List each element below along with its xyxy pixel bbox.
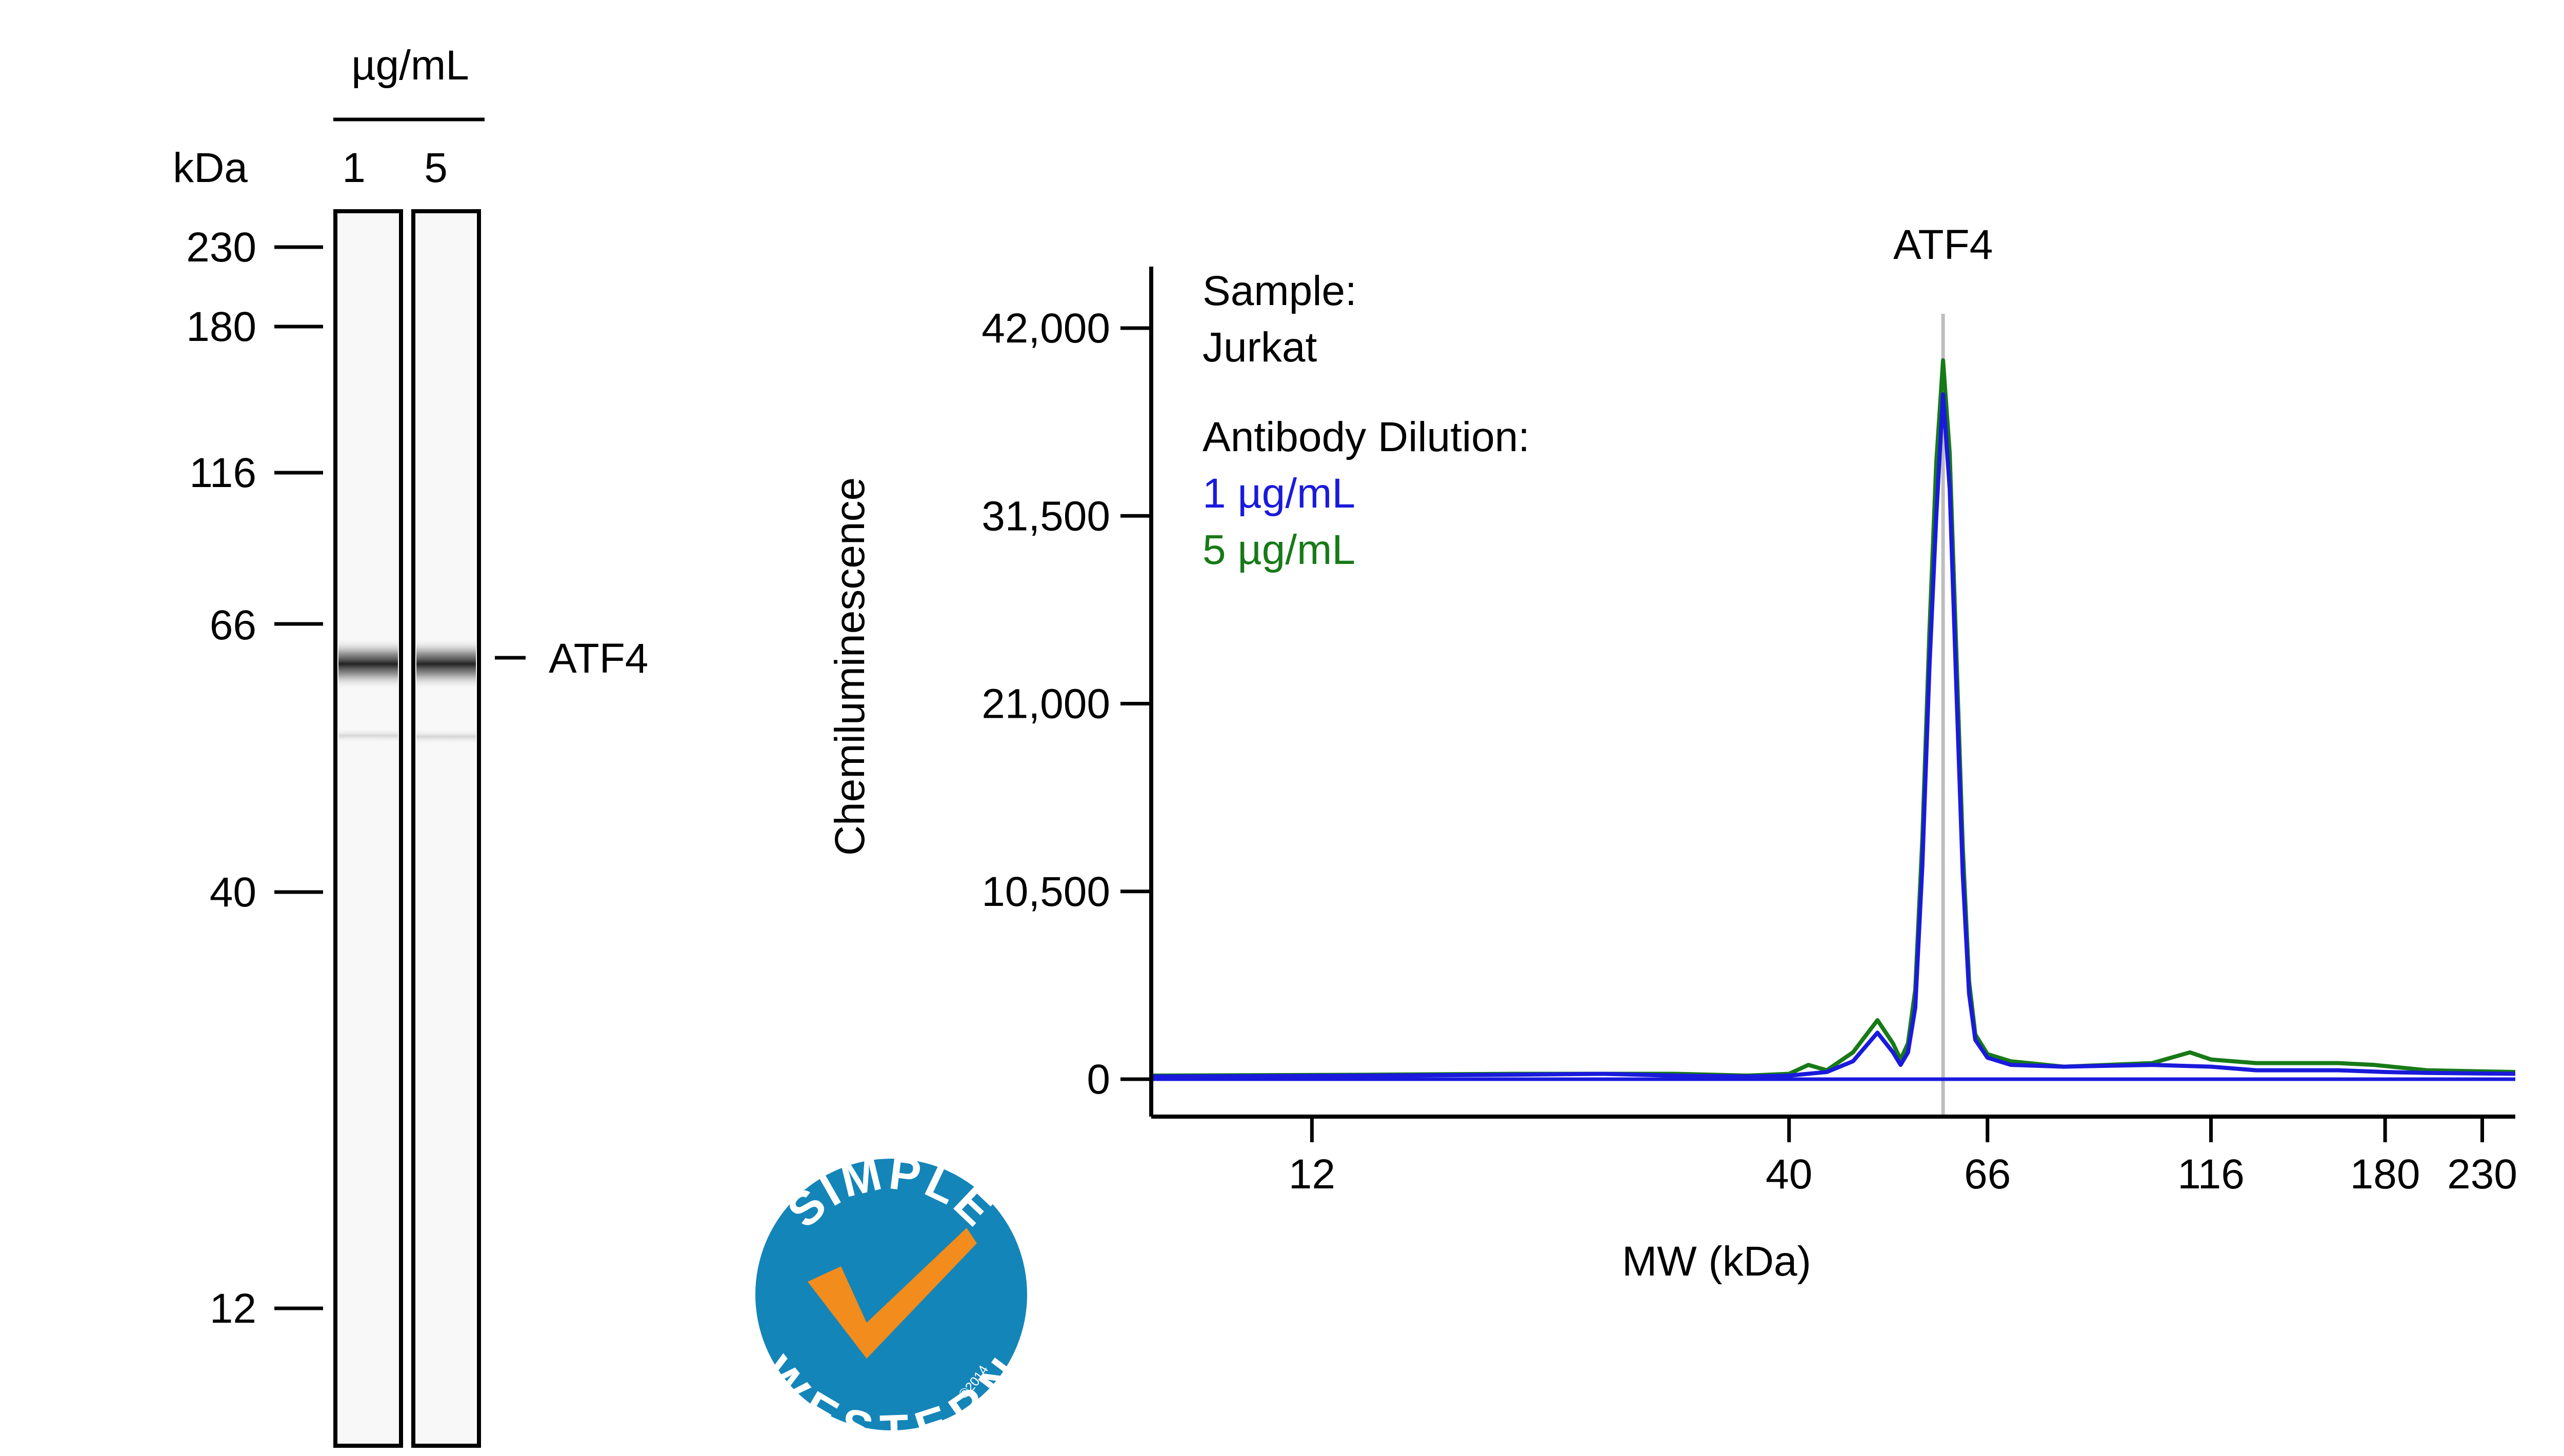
marker-label: 230 bbox=[186, 224, 256, 271]
x-tick-label: 116 bbox=[2177, 1151, 2245, 1198]
marker-label: 12 bbox=[210, 1285, 256, 1332]
y-tick-label: 0 bbox=[1087, 1056, 1110, 1103]
marker-12: 12 bbox=[210, 1285, 323, 1332]
marker-label: 40 bbox=[210, 869, 256, 916]
sample-value: Jurkat bbox=[1203, 324, 1317, 371]
lane-2-band-atf4 bbox=[416, 638, 476, 690]
x-axis-ticks: 12 40 66 116 180 230 bbox=[1289, 1117, 2517, 1198]
lane-2 bbox=[411, 209, 481, 1448]
y-tick-label: 10,500 bbox=[981, 868, 1110, 915]
simple-western-logo: SIMPLE WESTERN ©2014 bbox=[750, 1146, 1030, 1456]
dilution-label: Antibody Dilution: bbox=[1203, 414, 1530, 460]
lane-1-band-atf4 bbox=[338, 638, 398, 690]
series-line-1ug bbox=[1151, 392, 2516, 1079]
marker-label: 116 bbox=[189, 450, 256, 496]
y-axis-label: Chemiluminescence bbox=[827, 477, 873, 856]
lane-2-band-faint bbox=[416, 728, 476, 745]
lane-label-1: 1 bbox=[342, 145, 366, 191]
chart-panel: ATF4 Chemiluminescence MW (kDa) 0 10,500 2… bbox=[827, 221, 2517, 1285]
y-tick-label: 21,000 bbox=[981, 681, 1110, 727]
x-tick-label: 66 bbox=[1964, 1151, 2011, 1198]
series-lines bbox=[1151, 358, 2516, 1079]
marker-label: 66 bbox=[210, 602, 256, 649]
marker-180: 180 bbox=[186, 304, 323, 350]
y-axis-ticks: 0 10,500 21,000 31,500 42,000 bbox=[981, 305, 1151, 1103]
sample-label: Sample: bbox=[1203, 268, 1357, 314]
lane-1-band-faint bbox=[338, 728, 398, 743]
marker-230: 230 bbox=[186, 224, 323, 271]
logo-badge bbox=[755, 1159, 1027, 1430]
gel-panel: µg/mL kDa 1 5 230 180 116 66 bbox=[173, 42, 648, 1448]
lane-2-frame bbox=[411, 209, 481, 1448]
gel-kda-label: kDa bbox=[173, 145, 248, 191]
chart-legend: Sample: Jurkat Antibody Dilution: 1 µg/m… bbox=[1203, 268, 1530, 573]
band-label: ATF4 bbox=[549, 635, 648, 682]
legend-entry-1ug: 1 µg/mL bbox=[1203, 470, 1355, 517]
lane-1-frame bbox=[333, 209, 403, 1448]
checkmark-icon bbox=[808, 1228, 977, 1359]
y-tick-label: 42,000 bbox=[981, 305, 1110, 352]
x-tick-label: 12 bbox=[1289, 1151, 1335, 1198]
x-tick-label: 40 bbox=[1766, 1151, 1812, 1198]
x-tick-label: 180 bbox=[2350, 1151, 2420, 1198]
series-line-5ug bbox=[1151, 358, 2516, 1078]
lane-1 bbox=[333, 209, 403, 1448]
x-axis-label: MW (kDa) bbox=[1622, 1238, 1811, 1285]
marker-label: 180 bbox=[186, 304, 256, 350]
marker-40: 40 bbox=[210, 869, 323, 916]
lane-label-2: 5 bbox=[424, 145, 448, 191]
y-tick-label: 31,500 bbox=[981, 493, 1110, 539]
gel-unit-label: µg/mL bbox=[351, 42, 469, 89]
x-tick-label: 230 bbox=[2447, 1151, 2517, 1198]
legend-entry-5ug: 5 µg/mL bbox=[1203, 527, 1355, 573]
marker-116: 116 bbox=[189, 450, 323, 496]
chart-title: ATF4 bbox=[1893, 221, 1993, 268]
marker-66: 66 bbox=[210, 602, 323, 649]
